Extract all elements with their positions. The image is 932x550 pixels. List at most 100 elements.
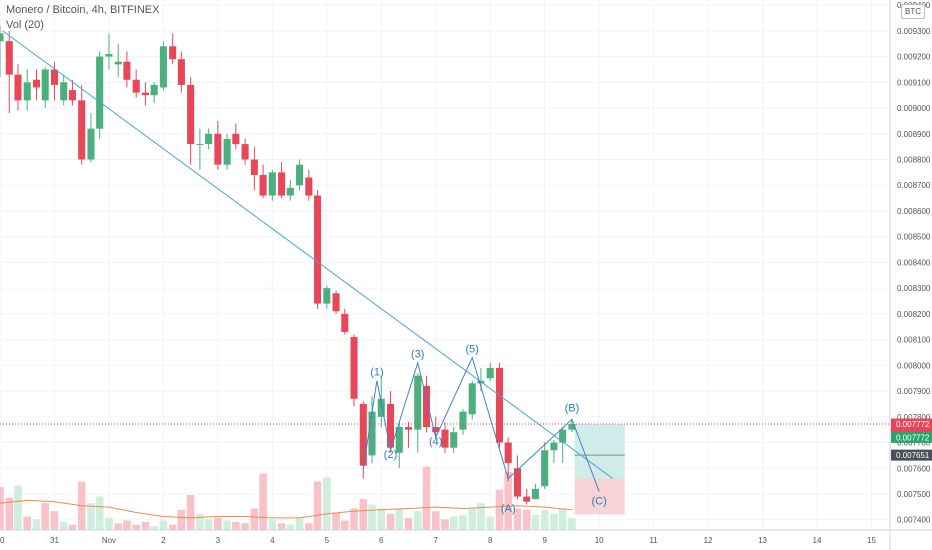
candle-body bbox=[132, 79, 140, 93]
candle-body bbox=[32, 79, 41, 88]
y-tick-label: 0.009100 bbox=[897, 78, 931, 87]
y-tick-label: 0.008800 bbox=[897, 156, 931, 165]
volume-bar bbox=[531, 515, 540, 530]
volume-bar bbox=[404, 517, 413, 530]
volume-bar bbox=[241, 523, 249, 530]
volume-bar bbox=[504, 472, 512, 530]
candle-body bbox=[486, 367, 494, 379]
candle-body bbox=[278, 172, 286, 196]
volume-bar bbox=[177, 509, 186, 530]
y-tick-label: 0.008900 bbox=[897, 130, 931, 139]
drawings[interactable]: (1) (2) (3) (4) (5) (A) (B) (C) bbox=[0, 30, 890, 515]
y-tick-label: 0.008100 bbox=[897, 336, 931, 345]
currency-badge[interactable]: BTC bbox=[901, 4, 925, 19]
stop-zone bbox=[574, 478, 625, 515]
volume-bar bbox=[68, 524, 77, 530]
y-tick-label: 0.007900 bbox=[897, 387, 931, 396]
candle-body bbox=[41, 69, 49, 101]
volume-bar bbox=[495, 489, 504, 530]
candle-body bbox=[559, 429, 567, 443]
wave-label: (4) bbox=[429, 436, 442, 448]
volume-label: Vol (20) bbox=[6, 19, 44, 31]
volume-bar bbox=[259, 473, 267, 530]
volume-bar bbox=[350, 508, 358, 530]
candle-body bbox=[450, 432, 458, 448]
y-tick-label: 0.008500 bbox=[897, 233, 931, 242]
candle-body bbox=[296, 164, 304, 186]
price-tag-label: 0.007651 bbox=[896, 451, 930, 460]
y-tick-label: 0.007600 bbox=[897, 464, 931, 473]
volume-bar bbox=[286, 524, 295, 530]
volume-bar bbox=[441, 519, 449, 530]
y-tick-label: 0.008700 bbox=[897, 181, 931, 190]
volume-bar bbox=[114, 523, 122, 530]
volume-bar bbox=[159, 520, 168, 530]
volume-bar bbox=[168, 524, 177, 530]
y-tick-label: 0.008600 bbox=[897, 207, 931, 216]
trendline bbox=[2, 30, 614, 479]
volume-bar bbox=[277, 523, 286, 530]
x-tick-label: 10 bbox=[595, 536, 604, 545]
volume-bar bbox=[486, 516, 494, 530]
x-tick-label: 30 bbox=[0, 536, 5, 545]
candle-body bbox=[50, 69, 59, 85]
volume-bar bbox=[268, 519, 277, 530]
candle-body bbox=[187, 84, 195, 145]
x-tick-label: 4 bbox=[270, 536, 275, 545]
candle-body bbox=[541, 450, 549, 487]
x-tick-label: 9 bbox=[542, 536, 547, 545]
volume-bar bbox=[59, 521, 68, 530]
candle-body bbox=[141, 92, 149, 96]
candle-body bbox=[359, 403, 367, 466]
y-tick-label: 0.009200 bbox=[897, 53, 931, 62]
volume-bars bbox=[0, 466, 576, 530]
y-tick-label: 0.007800 bbox=[897, 413, 931, 422]
volume-bar bbox=[395, 508, 404, 530]
volume-bar bbox=[431, 511, 440, 530]
candle-body bbox=[504, 442, 512, 464]
y-tick-label: 0.008400 bbox=[897, 258, 931, 267]
candle-body bbox=[78, 100, 86, 160]
x-tick-label: 3 bbox=[216, 536, 221, 545]
volume-bar bbox=[141, 521, 150, 530]
candle-body bbox=[286, 187, 294, 196]
candle-body bbox=[323, 288, 331, 304]
candle-body bbox=[550, 442, 558, 451]
volume-bar bbox=[5, 497, 14, 530]
candle-body bbox=[214, 133, 222, 165]
x-tick-label: 15 bbox=[867, 536, 876, 545]
volume-bar bbox=[223, 520, 231, 530]
volume-bar bbox=[377, 508, 386, 530]
volume-bar bbox=[0, 486, 4, 530]
candle-body bbox=[196, 144, 204, 146]
y-tick-label: 0.007700 bbox=[897, 439, 931, 448]
candle-body bbox=[241, 144, 249, 160]
wave-label: (5) bbox=[466, 343, 479, 355]
volume-bar bbox=[105, 517, 113, 530]
candle-body bbox=[432, 427, 440, 433]
volume-bar bbox=[50, 511, 59, 530]
candle-body bbox=[422, 385, 431, 428]
y-tick-label: 0.007400 bbox=[897, 516, 931, 525]
candle-body bbox=[414, 375, 422, 430]
volume-bar bbox=[540, 509, 549, 530]
candle-body bbox=[314, 195, 322, 304]
candle-body bbox=[495, 367, 504, 443]
volume-bar bbox=[449, 516, 458, 530]
candle-body bbox=[150, 84, 158, 96]
candle-body bbox=[441, 429, 449, 448]
volume-bar bbox=[386, 513, 395, 530]
x-tick-label: 11 bbox=[649, 536, 658, 545]
candle-body bbox=[5, 41, 13, 75]
volume-bar bbox=[522, 509, 531, 530]
candle-body bbox=[341, 313, 349, 332]
candle-body bbox=[332, 293, 340, 312]
volume-bar bbox=[323, 477, 331, 530]
volume-bar bbox=[132, 524, 140, 530]
volume-ma-line bbox=[0, 499, 572, 519]
volume-bar bbox=[368, 504, 376, 530]
